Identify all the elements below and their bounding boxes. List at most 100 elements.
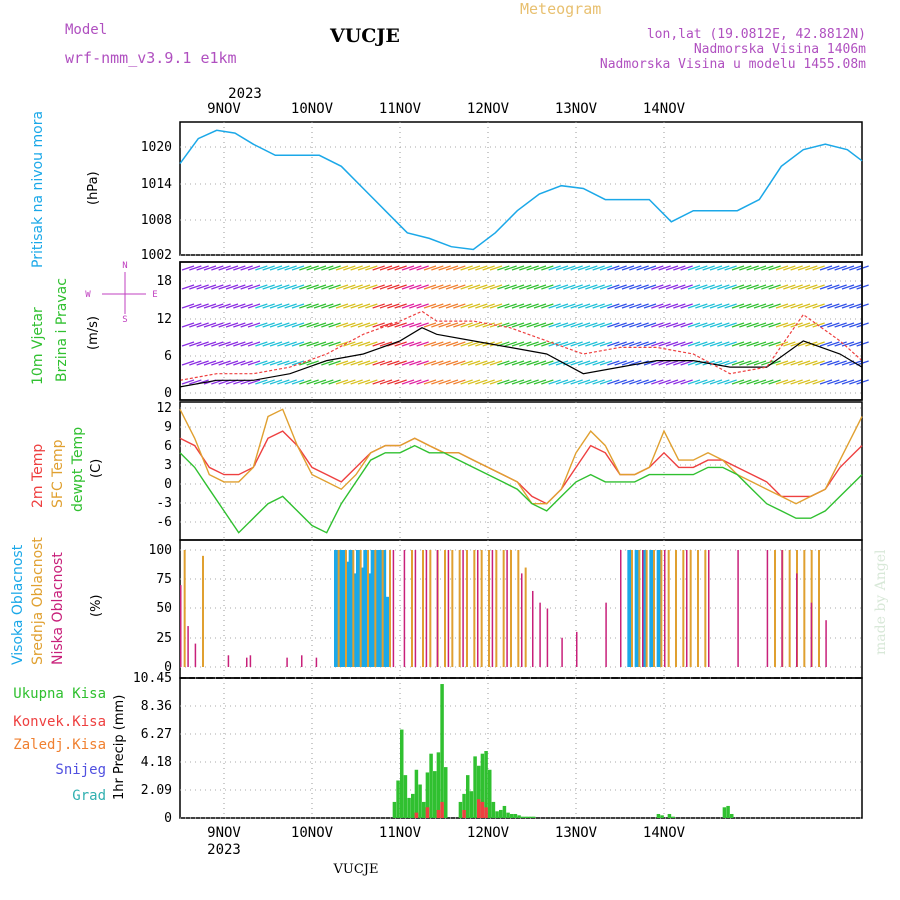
wind-arrow	[577, 341, 591, 347]
wind-arrow	[313, 265, 327, 271]
wind-arrow	[299, 303, 312, 309]
wind-arrow	[247, 360, 261, 366]
wind-arrow	[181, 360, 195, 366]
precip-bar-1	[440, 801, 444, 818]
wind-arrow	[416, 322, 429, 328]
cloud-bar-1	[473, 550, 476, 667]
temp-unit: (C)	[89, 459, 104, 478]
wind-arrow	[475, 303, 488, 309]
cloud-bar-1	[429, 550, 432, 667]
top-date-label: 12NOV	[467, 101, 510, 117]
wind-arrow	[548, 322, 561, 328]
cloud-bar-0	[370, 550, 376, 667]
precip-frame	[179, 677, 863, 819]
wind-arrow	[658, 322, 671, 328]
wind-arrow	[680, 303, 693, 309]
wind-arrow	[658, 284, 671, 290]
cloud-bar-2	[539, 602, 541, 667]
wind-arrow	[416, 341, 429, 347]
wind-arrow	[709, 303, 723, 309]
wind-arrow	[673, 322, 686, 328]
wind-arrow	[291, 284, 305, 290]
wind-arrow	[181, 341, 195, 347]
wind-line-1	[179, 310, 863, 381]
wind-arrow	[489, 379, 503, 385]
wind-arrow	[218, 322, 231, 328]
wind-arrow	[321, 360, 334, 366]
wind-arrow	[335, 379, 349, 385]
cloud-ylabel-1: Visoka Oblacnost	[10, 544, 26, 665]
wind-arrow	[189, 360, 202, 366]
wind-arrow	[753, 360, 767, 366]
wind-arrow	[819, 360, 833, 366]
wind-arrow	[658, 303, 671, 309]
wind-arrow	[218, 284, 231, 290]
wind-arrow	[240, 341, 253, 347]
wind-arrow	[658, 360, 671, 366]
wind-arrow	[526, 379, 539, 385]
wind-arrow	[834, 322, 847, 328]
wind-ylabel-1: 10m Vjetar	[30, 307, 46, 385]
cloud-bar-2	[506, 550, 508, 667]
precip-bar-0	[521, 816, 525, 818]
wind-arrow	[555, 322, 569, 328]
wind-arrow	[739, 341, 752, 347]
wind-arrow	[189, 265, 202, 271]
bottom-date-label: 10NOV	[291, 825, 334, 841]
wind-arrow	[277, 265, 290, 271]
wind-arrow	[775, 284, 789, 290]
wind-arrow	[687, 341, 701, 347]
wind-arrow	[277, 379, 290, 385]
bottom-date-label: 11NOV	[379, 825, 422, 841]
wind-arrow	[753, 379, 767, 385]
wind-arrow	[651, 341, 664, 347]
wind-frame	[179, 261, 863, 401]
wind-arrow	[724, 360, 737, 366]
wind-arrow	[445, 284, 459, 290]
clouds-ytick-label: 100	[149, 543, 172, 558]
wind-arrow	[409, 379, 422, 385]
precip-legend-item: Grad	[72, 788, 106, 804]
wind-arrow	[497, 284, 510, 290]
wind-arrow	[629, 303, 642, 309]
cloud-bar-1	[337, 550, 340, 667]
wind-arrow	[277, 284, 290, 290]
wind-arrow	[306, 341, 319, 347]
wind-arrow	[614, 265, 627, 271]
cloud-bar-2	[810, 602, 813, 667]
wind-arrow	[533, 284, 547, 290]
wind-arrow	[599, 322, 613, 328]
wind-arrow	[629, 341, 642, 347]
wind-arrow	[181, 322, 195, 328]
temperature-frame	[179, 401, 863, 541]
wind-arrow	[211, 360, 224, 366]
wind-arrow	[372, 360, 385, 366]
precip-bar-1	[462, 809, 466, 818]
wind-arrow	[365, 284, 378, 290]
footer-station: VUCJE	[333, 862, 379, 877]
wind-arrow	[665, 360, 679, 366]
wind-arrow	[834, 284, 847, 290]
wind-arrow	[372, 284, 385, 290]
wind-arrow	[519, 303, 532, 309]
wind-arrow	[482, 303, 495, 309]
wind-arrow	[203, 341, 217, 347]
cloud-bar-1	[458, 550, 461, 667]
wind-arrow	[489, 284, 503, 290]
top-date-label: 10NOV	[291, 101, 334, 117]
wind-arrow	[233, 265, 246, 271]
wind-arrow	[189, 322, 202, 328]
wind-arrow	[555, 360, 569, 366]
wind-arrow	[269, 284, 283, 290]
wind-arrow	[482, 360, 495, 366]
wind-arrow	[827, 360, 840, 366]
wind-arrow	[394, 322, 407, 328]
wind-arrow	[350, 303, 363, 309]
wind-arrow	[247, 341, 261, 347]
wind-arrow	[181, 303, 195, 309]
pressure-ytick-label: 1014	[141, 177, 172, 192]
wind-arrow	[321, 284, 334, 290]
wind-ytick-label: 18	[156, 274, 172, 289]
wind-arrow	[533, 341, 547, 347]
wind-arrow	[445, 360, 459, 366]
